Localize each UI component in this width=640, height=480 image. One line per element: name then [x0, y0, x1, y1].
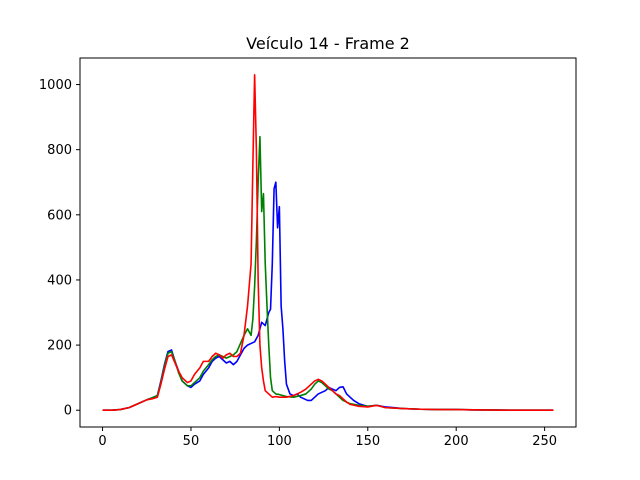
y-axis: 0 200 400 600 800 1000 — [39, 78, 80, 419]
x-tick-label: 250 — [532, 434, 557, 449]
y-tick-label: 400 — [47, 273, 72, 288]
y-tick-label: 0 — [64, 404, 72, 419]
series-line-3 — [102, 73, 554, 412]
axes-frame — [79, 57, 577, 428]
series-line-1 — [102, 181, 554, 412]
y-tick-label: 1000 — [39, 78, 72, 93]
chart-title: Veículo 14 - Frame 2 — [246, 34, 410, 53]
series-line-2 — [102, 135, 554, 412]
x-tick-label: 100 — [267, 434, 292, 449]
plot-lines — [102, 73, 554, 412]
x-tick-label: 200 — [444, 434, 469, 449]
x-tick-label: 0 — [98, 434, 106, 449]
x-axis: 0 50 100 150 200 250 — [98, 427, 557, 449]
y-tick-label: 600 — [47, 208, 72, 223]
y-tick-label: 200 — [47, 339, 72, 354]
x-tick-label: 50 — [183, 434, 200, 449]
x-tick-label: 150 — [355, 434, 380, 449]
y-tick-label: 800 — [47, 143, 72, 158]
